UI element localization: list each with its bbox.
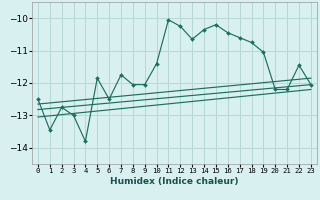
- X-axis label: Humidex (Indice chaleur): Humidex (Indice chaleur): [110, 177, 239, 186]
